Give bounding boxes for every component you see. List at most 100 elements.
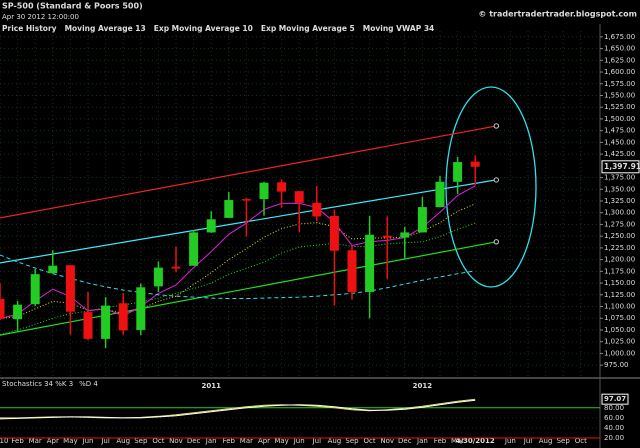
- candle-body: [118, 303, 128, 331]
- y-tick-label: 1,075.00: [604, 314, 635, 322]
- legend-entry: Moving VWAP 34: [363, 24, 434, 33]
- x-tick-label: Dec: [187, 437, 201, 445]
- x-tick-label: Nov: [380, 437, 394, 445]
- candle-body: [400, 232, 410, 238]
- candle-body: [65, 265, 75, 312]
- x-tick-label: Jul: [100, 437, 110, 445]
- candle-body: [153, 267, 163, 287]
- y-tick-label: 1,000.00: [604, 349, 635, 357]
- x-tick-label: Mar: [29, 437, 42, 445]
- x-tick-label: Aug: [539, 437, 553, 445]
- x-tick-label: Oct: [575, 437, 587, 445]
- x-tick-label: Sep: [345, 437, 359, 445]
- stoch-tick-label: 40.00: [604, 424, 624, 432]
- x-tick-label: 4/30/2012: [456, 437, 495, 445]
- candle-body: [435, 181, 445, 208]
- candle-body: [83, 312, 93, 339]
- candle-body: [347, 250, 357, 292]
- candle-body: [294, 191, 304, 203]
- y-tick-label: 1,600.00: [604, 68, 635, 76]
- y-tick-label: 1,100.00: [604, 303, 635, 311]
- trendline-end: [493, 239, 500, 245]
- x-tick-label: Feb: [434, 437, 447, 445]
- candle-body: [171, 266, 181, 269]
- y-tick-label: 1,125.00: [604, 291, 635, 299]
- legend-entry: Moving Average 13: [65, 24, 146, 33]
- y-tick-label: 1,200.00: [604, 256, 635, 264]
- candle-body: [48, 265, 58, 274]
- highlight-ellipse: [445, 86, 537, 288]
- chart-title: SP-500 (Standard & Poors 500): [2, 2, 143, 11]
- stoch-title: Stochastics 34 %K 3: [2, 380, 73, 388]
- x-tick-label: Mar: [451, 437, 464, 445]
- trendline-end: [493, 177, 500, 183]
- x-tick-label: Aug: [328, 437, 342, 445]
- y-tick-label: 1,500.00: [604, 115, 635, 123]
- legend-entry: Price History: [2, 24, 57, 33]
- y-tick-label: 1,300.00: [604, 209, 635, 217]
- candle-body: [30, 274, 40, 305]
- trendline: [0, 125, 497, 219]
- stoch-tick-label: 80.00: [604, 404, 624, 412]
- candle-body: [101, 305, 111, 339]
- y-tick-label: 1,425.00: [604, 150, 635, 158]
- x-tick-label: Dec: [398, 437, 412, 445]
- x-tick-label: Jan: [205, 437, 217, 445]
- legend-entry: Exp Moving Average 10: [154, 24, 253, 33]
- x-tick-label: Sep: [134, 437, 148, 445]
- x-tick-label: Jun: [504, 437, 516, 445]
- trendline: [0, 241, 497, 336]
- indicator-line: [0, 222, 476, 336]
- candle-body: [206, 219, 216, 233]
- candle-body: [382, 235, 392, 238]
- x-tick-label: May: [274, 437, 288, 445]
- y-tick-label: 1,350.00: [604, 185, 635, 193]
- stoch-last-box: [601, 393, 629, 405]
- legend-entry: Exp Moving Average 5: [261, 24, 355, 33]
- last-price-box: [601, 160, 640, 174]
- candle-body: [259, 182, 269, 200]
- year-label: 2012: [413, 382, 433, 390]
- y-tick-label: 1,575.00: [604, 80, 635, 88]
- x-tick-label: Feb: [223, 437, 236, 445]
- candle-body: [189, 232, 199, 266]
- x-tick-label: Jul: [523, 437, 533, 445]
- stoch-tick-label: 20.00: [604, 434, 624, 442]
- y-tick-label: 1,475.00: [604, 127, 635, 135]
- y-tick-label: 1,050.00: [604, 326, 635, 334]
- y-tick-label: 1,625.00: [604, 56, 635, 64]
- y-tick-label: 1,325.00: [604, 197, 635, 205]
- x-tick-label: Jan: [416, 437, 428, 445]
- last-price-label: 1,397.91: [604, 162, 640, 171]
- y-tick-label: 1,550.00: [604, 91, 635, 99]
- candle-body: [241, 199, 251, 201]
- indicator-line: [0, 203, 476, 320]
- stoch-line: [0, 399, 476, 420]
- candle-body: [365, 234, 375, 292]
- x-tick-label: Jun: [293, 437, 305, 445]
- candle-body: [0, 299, 5, 319]
- candle-body: [136, 287, 146, 330]
- candle-body: [417, 207, 427, 233]
- x-tick-label: Oct: [364, 437, 376, 445]
- x-tick-label: Jul: [312, 437, 322, 445]
- candle-body: [470, 161, 480, 167]
- stoch-last-label: 97.07: [604, 395, 626, 403]
- y-tick-label: 1,150.00: [604, 279, 635, 287]
- x-tick-label: Mar: [240, 437, 253, 445]
- candle-body: [277, 182, 287, 192]
- candle-body: [329, 216, 339, 251]
- candle-body: [453, 162, 463, 182]
- chart-subtitle: Apr 30 2012 12:00:00: [2, 13, 79, 21]
- y-tick-label: 1,675.00: [604, 33, 635, 41]
- x-tick-label: May: [63, 437, 77, 445]
- credit: © tradertradertrader.blogspot.com: [478, 10, 637, 19]
- x-tick-label: 10: [0, 437, 8, 445]
- indicator-line: [0, 254, 476, 300]
- indicator-line: [0, 185, 476, 320]
- x-tick-label: Apr: [47, 437, 59, 445]
- y-tick-label: 1,225.00: [604, 244, 635, 252]
- x-tick-label: Feb: [11, 437, 24, 445]
- year-label: 2011: [201, 382, 221, 390]
